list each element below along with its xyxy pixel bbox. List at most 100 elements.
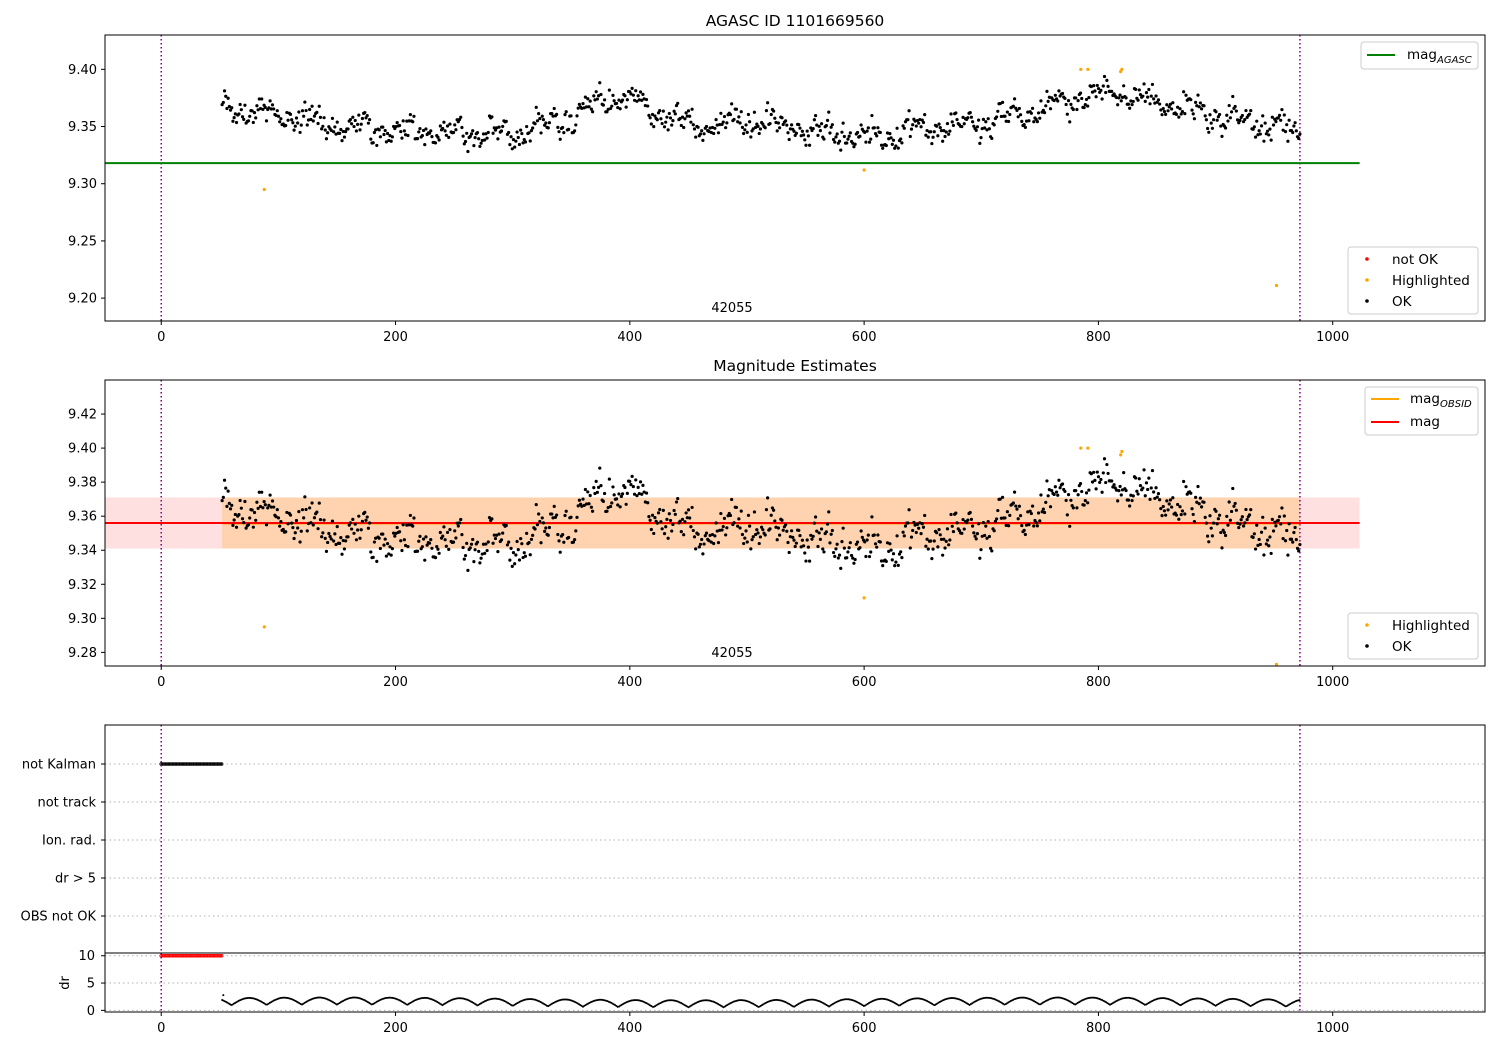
ok-point: [284, 123, 288, 128]
ok-point: [371, 555, 375, 559]
ok-point: [607, 88, 611, 92]
ok-point: [286, 522, 290, 526]
ok-point: [1160, 113, 1164, 117]
ok-point: [534, 105, 538, 109]
ok-point: [509, 135, 513, 139]
dr-ytick-label: 10: [78, 949, 95, 964]
ok-point: [974, 537, 978, 541]
ok-point: [315, 510, 319, 514]
ok-point: [794, 541, 798, 545]
ok-point: [417, 539, 421, 543]
ok-point: [960, 531, 964, 535]
ok-point: [1149, 94, 1153, 98]
ok-point: [897, 552, 902, 556]
ok-point: [660, 527, 664, 531]
ok-point: [610, 501, 614, 505]
ok-point: [754, 532, 758, 537]
ok-point: [1065, 112, 1069, 116]
ok-point: [1225, 514, 1229, 519]
ok-point: [242, 117, 246, 121]
ok-point: [469, 132, 474, 136]
ok-point: [407, 523, 411, 527]
legend-swatch-dot: [1365, 299, 1369, 303]
ok-point: [226, 489, 230, 493]
ok-point: [1087, 95, 1091, 100]
ok-point: [1192, 117, 1197, 121]
ok-point: [335, 525, 339, 529]
ok-point: [884, 143, 888, 148]
dr-not-ok-marker: [219, 953, 224, 958]
ok-point: [252, 510, 257, 515]
ok-point: [1080, 489, 1084, 494]
ok-point: [638, 90, 643, 94]
ok-point: [902, 126, 906, 130]
ok-point: [1011, 501, 1015, 505]
ok-point: [921, 525, 926, 529]
ok-point: [296, 121, 300, 125]
ok-point: [730, 102, 734, 106]
ok-point: [828, 131, 832, 135]
ok-point: [1141, 486, 1145, 490]
ok-point: [267, 106, 271, 110]
ok-point: [448, 527, 452, 532]
ok-point: [1292, 124, 1296, 128]
ok-point: [809, 533, 813, 537]
ok-point: [441, 534, 445, 538]
ok-point: [971, 524, 975, 528]
ok-point: [1210, 534, 1214, 538]
highlighted-point: [862, 596, 866, 600]
ok-point: [853, 142, 857, 146]
ok-point: [352, 531, 356, 535]
ok-point: [408, 112, 412, 117]
ok-point: [804, 559, 808, 563]
ok-point: [1219, 530, 1223, 535]
not-kalman-marker: [219, 762, 224, 766]
dr-ytick-label: 0: [87, 1004, 95, 1019]
ok-point: [594, 479, 598, 483]
ok-point: [1237, 525, 1241, 530]
ok-point: [598, 466, 602, 470]
ok-point: [499, 538, 504, 542]
ok-point: [403, 543, 408, 548]
ok-point: [1166, 508, 1170, 512]
panel1-data: [105, 35, 1360, 321]
ok-point: [648, 518, 652, 522]
ok-point: [383, 537, 387, 541]
ok-point: [1208, 514, 1212, 518]
ok-point: [799, 545, 803, 549]
ok-point: [817, 531, 821, 535]
ok-point: [1030, 106, 1035, 110]
ok-point: [573, 129, 577, 133]
ok-point: [752, 510, 757, 514]
ok-point: [497, 532, 501, 536]
ok-point: [372, 130, 377, 135]
ok-point: [915, 522, 920, 526]
ok-point: [276, 114, 281, 118]
ok-point: [855, 130, 860, 135]
ok-point: [324, 549, 329, 553]
ok-point: [763, 126, 767, 130]
ok-point: [1101, 471, 1105, 475]
ok-point: [1233, 104, 1237, 109]
ok-point: [960, 124, 964, 129]
ok-point: [421, 128, 426, 133]
ok-point: [754, 125, 758, 129]
ok-point: [250, 109, 254, 113]
ok-point: [1255, 523, 1259, 527]
ok-point: [840, 540, 844, 544]
legend-swatch-dot: [1365, 623, 1369, 627]
ok-point: [1068, 120, 1072, 124]
ok-point: [728, 513, 733, 518]
ok-point: [1280, 506, 1284, 510]
ok-point: [746, 513, 751, 517]
ok-point: [866, 533, 870, 537]
panel2-xtick-label: 1000: [1316, 675, 1349, 690]
ok-point: [825, 118, 830, 122]
ok-point: [1174, 112, 1179, 116]
ok-point: [309, 521, 313, 525]
ok-point: [888, 131, 892, 136]
ok-point: [999, 516, 1003, 520]
ok-point: [839, 566, 843, 570]
ok-point: [279, 117, 283, 121]
ok-point: [1004, 119, 1008, 123]
